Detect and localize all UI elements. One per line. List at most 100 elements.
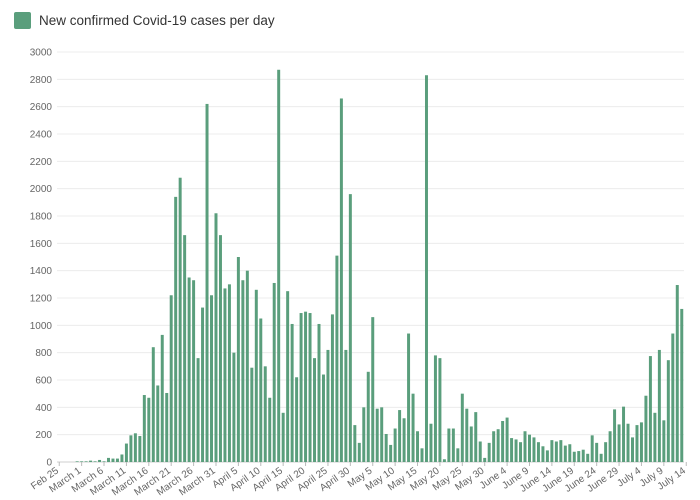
bar[interactable] bbox=[644, 395, 648, 462]
bar[interactable] bbox=[192, 280, 196, 462]
bar[interactable] bbox=[160, 334, 164, 462]
bar[interactable] bbox=[277, 69, 281, 463]
bar[interactable] bbox=[559, 440, 563, 462]
bar[interactable] bbox=[183, 235, 187, 462]
bar[interactable] bbox=[308, 313, 312, 462]
legend[interactable]: New confirmed Covid-19 cases per day bbox=[14, 12, 275, 29]
bar[interactable] bbox=[474, 412, 478, 462]
bar[interactable] bbox=[107, 457, 110, 462]
bar[interactable] bbox=[536, 442, 540, 462]
bar[interactable] bbox=[581, 449, 585, 462]
bar[interactable] bbox=[613, 409, 617, 462]
bar[interactable] bbox=[210, 295, 213, 462]
bar[interactable] bbox=[505, 417, 509, 462]
bar[interactable] bbox=[398, 410, 402, 462]
bar[interactable] bbox=[599, 453, 603, 462]
bar[interactable] bbox=[165, 392, 169, 462]
bar[interactable] bbox=[151, 347, 155, 462]
bar[interactable] bbox=[478, 441, 482, 463]
bar[interactable] bbox=[456, 448, 460, 462]
bar[interactable] bbox=[133, 433, 137, 462]
bar[interactable] bbox=[254, 289, 258, 462]
bar[interactable] bbox=[335, 255, 339, 462]
bar[interactable] bbox=[460, 393, 464, 462]
bar[interactable] bbox=[263, 366, 267, 462]
bar[interactable] bbox=[622, 406, 626, 462]
bar[interactable] bbox=[98, 459, 102, 462]
bar[interactable] bbox=[115, 458, 119, 462]
bar[interactable] bbox=[465, 408, 469, 462]
bar[interactable] bbox=[232, 352, 236, 462]
bar[interactable] bbox=[572, 451, 576, 462]
bar[interactable] bbox=[496, 429, 500, 462]
bar[interactable] bbox=[362, 407, 366, 462]
bar[interactable] bbox=[442, 459, 446, 462]
bar[interactable] bbox=[205, 103, 209, 463]
bar[interactable] bbox=[120, 454, 124, 462]
bar[interactable] bbox=[236, 257, 240, 462]
bar[interactable] bbox=[187, 277, 191, 463]
bar[interactable] bbox=[528, 434, 531, 462]
bar[interactable] bbox=[568, 444, 572, 462]
bar[interactable] bbox=[214, 213, 218, 462]
bar[interactable] bbox=[295, 377, 299, 462]
bar[interactable] bbox=[80, 461, 84, 462]
bar[interactable] bbox=[353, 425, 357, 462]
bar[interactable] bbox=[631, 437, 634, 462]
bar[interactable] bbox=[523, 431, 527, 462]
bar[interactable] bbox=[519, 442, 523, 462]
bar[interactable] bbox=[129, 435, 133, 462]
bar[interactable] bbox=[514, 439, 518, 462]
bar[interactable] bbox=[281, 412, 285, 462]
bar[interactable] bbox=[483, 457, 487, 462]
bar[interactable] bbox=[321, 374, 325, 462]
bar[interactable] bbox=[420, 448, 424, 462]
bar[interactable] bbox=[590, 435, 594, 462]
bar[interactable] bbox=[339, 98, 343, 462]
bar[interactable] bbox=[604, 442, 608, 462]
bar[interactable] bbox=[326, 349, 330, 462]
bar[interactable] bbox=[124, 443, 128, 462]
bar[interactable] bbox=[541, 446, 545, 462]
bar[interactable] bbox=[639, 422, 643, 462]
bar[interactable] bbox=[330, 314, 334, 462]
bar[interactable] bbox=[75, 461, 79, 462]
bar[interactable] bbox=[662, 420, 666, 462]
bar[interactable] bbox=[492, 431, 496, 462]
bar[interactable] bbox=[671, 333, 675, 462]
bar[interactable] bbox=[268, 397, 272, 462]
bar[interactable] bbox=[111, 458, 115, 462]
bar[interactable] bbox=[635, 425, 639, 462]
bar[interactable] bbox=[675, 285, 679, 462]
bar[interactable] bbox=[174, 196, 178, 462]
bar[interactable] bbox=[201, 307, 205, 462]
bar[interactable] bbox=[617, 424, 621, 462]
bar[interactable] bbox=[348, 194, 352, 462]
bar[interactable] bbox=[241, 280, 245, 462]
bar[interactable] bbox=[286, 291, 290, 462]
bar[interactable] bbox=[608, 431, 612, 462]
bar[interactable] bbox=[429, 423, 433, 462]
bar[interactable] bbox=[563, 445, 567, 462]
bar[interactable] bbox=[84, 461, 88, 462]
bar[interactable] bbox=[510, 438, 514, 462]
bar[interactable] bbox=[389, 444, 393, 462]
bar[interactable] bbox=[313, 358, 317, 462]
bar[interactable] bbox=[102, 461, 106, 462]
bar[interactable] bbox=[666, 360, 670, 462]
bar[interactable] bbox=[501, 421, 505, 462]
bar[interactable] bbox=[550, 440, 554, 462]
bar[interactable] bbox=[402, 418, 406, 462]
bar[interactable] bbox=[317, 323, 321, 462]
bar[interactable] bbox=[227, 284, 231, 462]
bar[interactable] bbox=[595, 442, 599, 462]
bar[interactable] bbox=[156, 385, 160, 462]
bar[interactable] bbox=[433, 355, 437, 462]
bar[interactable] bbox=[469, 426, 473, 462]
bar[interactable] bbox=[577, 451, 581, 462]
bar[interactable] bbox=[371, 317, 375, 462]
bar[interactable] bbox=[648, 356, 652, 462]
bar[interactable] bbox=[380, 407, 384, 462]
bar[interactable] bbox=[411, 393, 415, 462]
bar[interactable] bbox=[344, 349, 348, 462]
